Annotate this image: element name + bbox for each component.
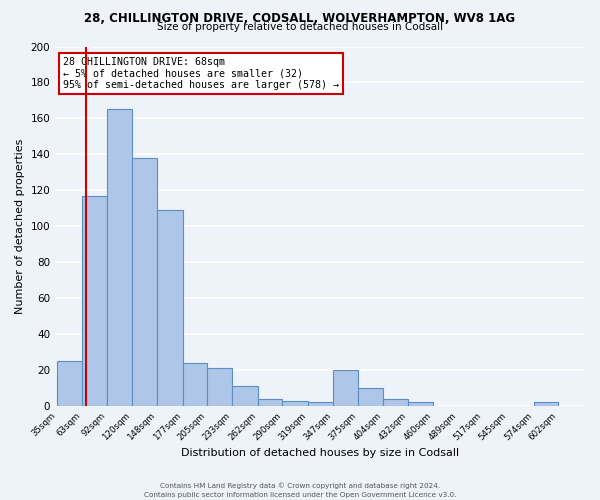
Bar — [358, 388, 383, 406]
Bar — [208, 368, 232, 406]
Text: Size of property relative to detached houses in Codsall: Size of property relative to detached ho… — [157, 22, 443, 32]
Bar — [82, 196, 107, 406]
Text: Contains public sector information licensed under the Open Government Licence v3: Contains public sector information licen… — [144, 492, 456, 498]
Bar — [283, 400, 308, 406]
Bar — [408, 402, 433, 406]
Bar — [308, 402, 333, 406]
Bar — [232, 386, 258, 406]
Bar — [533, 402, 559, 406]
Text: 28, CHILLINGTON DRIVE, CODSALL, WOLVERHAMPTON, WV8 1AG: 28, CHILLINGTON DRIVE, CODSALL, WOLVERHA… — [85, 12, 515, 26]
Y-axis label: Number of detached properties: Number of detached properties — [15, 138, 25, 314]
X-axis label: Distribution of detached houses by size in Codsall: Distribution of detached houses by size … — [181, 448, 459, 458]
Bar — [107, 110, 132, 406]
Bar — [333, 370, 358, 406]
Bar — [383, 399, 408, 406]
Bar — [132, 158, 157, 406]
Bar — [157, 210, 182, 406]
Text: Contains HM Land Registry data © Crown copyright and database right 2024.: Contains HM Land Registry data © Crown c… — [160, 482, 440, 489]
Bar — [182, 363, 208, 406]
Text: 28 CHILLINGTON DRIVE: 68sqm
← 5% of detached houses are smaller (32)
95% of semi: 28 CHILLINGTON DRIVE: 68sqm ← 5% of deta… — [63, 58, 339, 90]
Bar — [57, 361, 82, 406]
Bar — [258, 399, 283, 406]
